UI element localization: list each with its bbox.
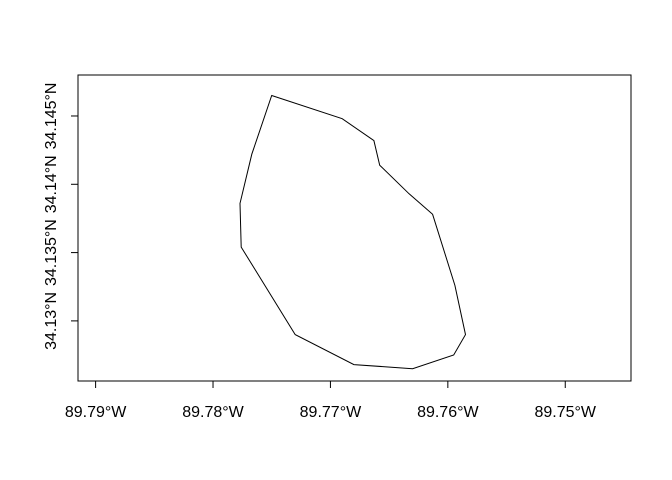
x-tick-label: 89.79°W xyxy=(65,404,127,421)
x-axis: 89.79°W 89.78°W 89.77°W 89.76°W 89.75°W xyxy=(65,381,597,421)
y-axis: 34.13°N 34.135°N 34.14°N 34.145°N xyxy=(43,83,78,350)
x-tick-label: 89.78°W xyxy=(182,404,244,421)
y-tick-label: 34.13°N xyxy=(43,292,60,350)
x-tick-label: 89.75°W xyxy=(534,404,596,421)
polygon-layer xyxy=(239,94,467,370)
y-tick-label: 34.135°N xyxy=(43,219,60,286)
x-tick-label: 89.76°W xyxy=(417,404,479,421)
plot-frame xyxy=(77,74,632,382)
y-tick-label: 34.14°N xyxy=(43,155,60,213)
x-tick-label: 89.77°W xyxy=(300,404,362,421)
y-tick-label: 34.145°N xyxy=(43,83,60,150)
boundary-polygon xyxy=(239,94,467,370)
